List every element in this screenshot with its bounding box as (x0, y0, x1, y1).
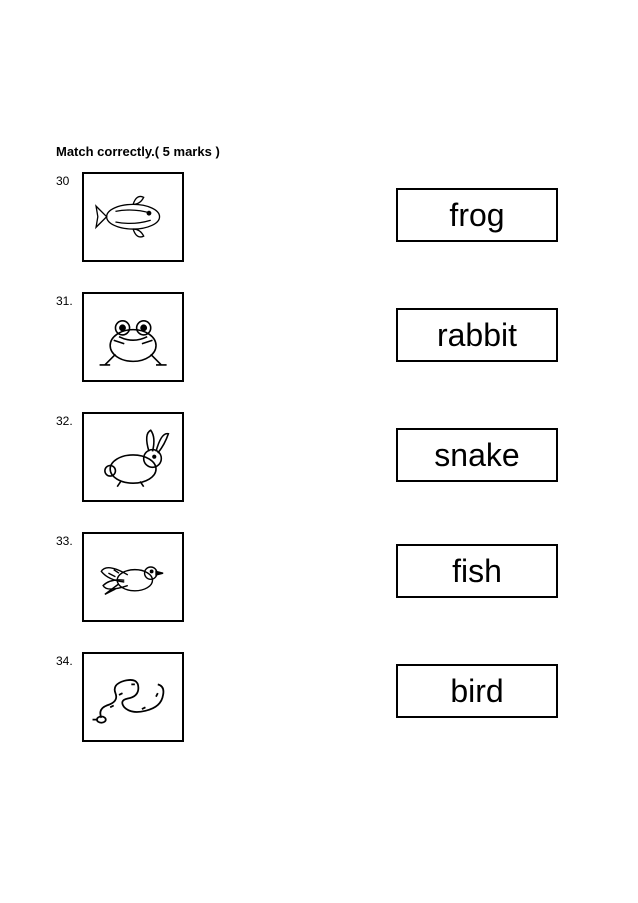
rabbit-icon (89, 418, 177, 495)
frog-icon (89, 298, 177, 375)
picture-box-frog (82, 292, 184, 382)
picture-box-snake (82, 652, 184, 742)
question-number: 33. (56, 534, 73, 548)
instruction-text: Match correctly.( 5 marks ) (56, 144, 220, 159)
fish-icon (89, 178, 177, 255)
worksheet-page: Match correctly.( 5 marks ) 30 31. (0, 0, 638, 903)
bird-icon (89, 538, 177, 615)
question-number: 32. (56, 414, 73, 428)
word-box: snake (396, 428, 558, 482)
question-number: 30 (56, 174, 69, 188)
picture-box-fish (82, 172, 184, 262)
word-box: bird (396, 664, 558, 718)
question-number: 31. (56, 294, 73, 308)
question-number: 34. (56, 654, 73, 668)
picture-box-bird (82, 532, 184, 622)
word-box: rabbit (396, 308, 558, 362)
snake-icon (89, 658, 177, 735)
word-box: fish (396, 544, 558, 598)
word-box: frog (396, 188, 558, 242)
picture-box-rabbit (82, 412, 184, 502)
